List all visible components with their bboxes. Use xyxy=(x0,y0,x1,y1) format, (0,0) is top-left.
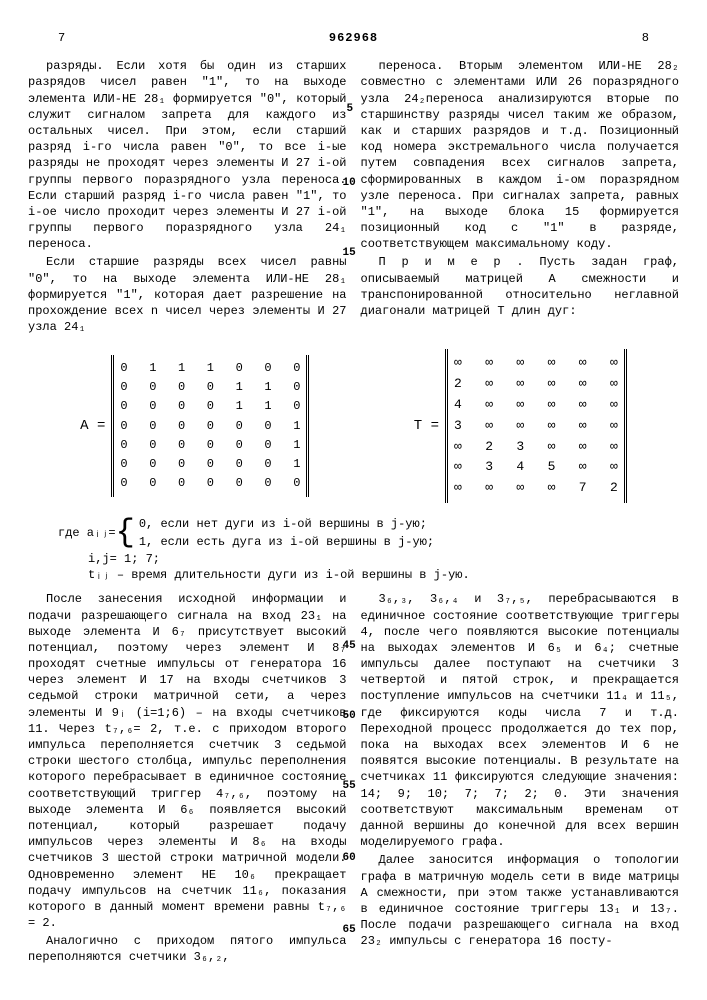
matrix-row: 4 ∞ ∞ ∞ ∞ ∞ xyxy=(454,395,618,416)
page-header: 7 962968 8 xyxy=(28,30,679,46)
upper-columns: разряды. Если хотя бы один из старших ра… xyxy=(28,58,679,337)
definitions: где aᵢⱼ= { 0, если нет дуги из i-ой верш… xyxy=(58,515,679,583)
def-line: 0, если нет дуги из i-ой вершины в j-ую; xyxy=(139,515,434,533)
line-number: 45 xyxy=(343,639,356,654)
para: переноса. Вторым элементом ИЛИ-НЕ 28₂ со… xyxy=(361,58,680,252)
matrix-row: 0 1 1 1 0 0 0 xyxy=(120,359,300,378)
matrix-section: A = 0 1 1 1 0 0 0 0 0 0 0 1 1 0 0 0 0 0 … xyxy=(28,349,679,503)
column-left-lower: После занесения исходной информации и по… xyxy=(28,591,347,967)
para: П р и м е р . Пусть задан граф, описывае… xyxy=(361,254,680,319)
document-number: 962968 xyxy=(329,30,378,46)
para: Если старшие разряды всех чисел равны "0… xyxy=(28,254,347,335)
matrix-row: 2 ∞ ∞ ∞ ∞ ∞ xyxy=(454,374,618,395)
page-num-right: 8 xyxy=(642,30,649,46)
para: разряды. Если хотя бы один из старших ра… xyxy=(28,58,347,252)
matrix-row: ∞ 3 4 5 ∞ ∞ xyxy=(454,457,618,478)
matrix-t: T = ∞ ∞ ∞ ∞ ∞ ∞ 2 ∞ ∞ ∞ ∞ ∞ 4 ∞ ∞ ∞ ∞ ∞ … xyxy=(414,349,627,503)
def-line: i,j= 1; 7; xyxy=(88,551,679,567)
line-number: 55 xyxy=(343,779,356,794)
para: Далее заносится информация о топологии г… xyxy=(361,852,680,949)
matrix-row: ∞ 2 3 ∞ ∞ ∞ xyxy=(454,437,618,458)
matrix-label-t: T = xyxy=(414,417,439,436)
matrix-row: 0 0 0 0 1 1 0 xyxy=(120,397,300,416)
matrix-row: ∞ ∞ ∞ ∞ ∞ ∞ xyxy=(454,353,618,374)
column-right-lower: 45 50 55 60 65 3₆,₃, 3₆,₄ и 3₇,₅, перебр… xyxy=(361,591,680,967)
matrix-row: 0 0 0 0 0 0 0 xyxy=(120,474,300,493)
matrix-a: A = 0 1 1 1 0 0 0 0 0 0 0 1 1 0 0 0 0 0 … xyxy=(80,355,309,497)
def-line: tᵢⱼ – время длительности дуги из i-ой ве… xyxy=(88,567,679,583)
line-number: 5 xyxy=(347,102,354,117)
column-left-upper: разряды. Если хотя бы один из старших ра… xyxy=(28,58,347,337)
column-right-upper: 5 10 15 переноса. Вторым элементом ИЛИ-Н… xyxy=(361,58,680,337)
matrix-row: 0 0 0 0 0 0 1 xyxy=(120,417,300,436)
page-num-left: 7 xyxy=(58,30,65,46)
line-number: 10 xyxy=(343,176,356,191)
matrix-label-a: A = xyxy=(80,417,105,436)
matrix-row: 0 0 0 0 0 0 1 xyxy=(120,436,300,455)
matrix-row: 0 0 0 0 1 1 0 xyxy=(120,378,300,397)
matrix-t-body: ∞ ∞ ∞ ∞ ∞ ∞ 2 ∞ ∞ ∞ ∞ ∞ 4 ∞ ∞ ∞ ∞ ∞ 3 ∞ … xyxy=(445,349,627,503)
matrix-row: ∞ ∞ ∞ ∞ 7 2 xyxy=(454,478,618,499)
para: Аналогично с приходом пятого импульса пе… xyxy=(28,933,347,965)
def-lead: где aᵢⱼ= xyxy=(58,525,116,541)
def-line: 1, если есть дуга из i-ой вершины в j-ую… xyxy=(139,533,434,551)
line-number: 60 xyxy=(343,851,356,866)
matrix-row: 3 ∞ ∞ ∞ ∞ ∞ xyxy=(454,416,618,437)
para: 3₆,₃, 3₆,₄ и 3₇,₅, перебрасываются в еди… xyxy=(361,591,680,850)
brace-icon: { xyxy=(116,517,135,549)
matrix-row: 0 0 0 0 0 0 1 xyxy=(120,455,300,474)
line-number: 65 xyxy=(343,923,356,938)
matrix-a-body: 0 1 1 1 0 0 0 0 0 0 0 1 1 0 0 0 0 0 1 1 … xyxy=(111,355,309,497)
line-number: 15 xyxy=(343,246,356,261)
para: После занесения исходной информации и по… xyxy=(28,591,347,931)
lower-columns: После занесения исходной информации и по… xyxy=(28,591,679,967)
line-number: 50 xyxy=(343,709,356,724)
